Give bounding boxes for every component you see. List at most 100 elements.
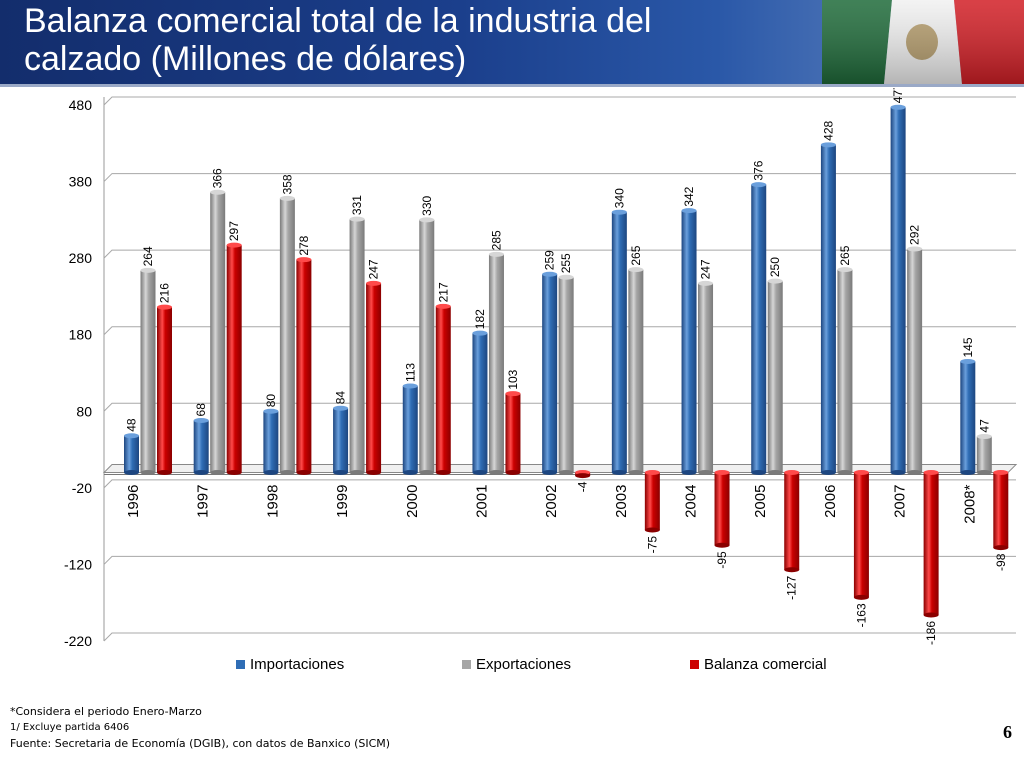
- data-label-balanza: 247: [367, 259, 381, 279]
- bar-base-exportaciones: [907, 470, 923, 476]
- bar-cap-balanza: [853, 470, 869, 476]
- bar-cap-exportaciones: [698, 280, 714, 286]
- data-label-importaciones: 113: [403, 363, 417, 382]
- gridline: [103, 632, 1016, 642]
- legend-importaciones: Importaciones: [236, 656, 344, 673]
- bar-base-importaciones: [542, 470, 558, 476]
- bar-importaciones: [751, 184, 767, 473]
- data-label-importaciones: 48: [125, 418, 139, 432]
- data-label-importaciones: 340: [612, 188, 626, 208]
- bar-exportaciones: [628, 269, 644, 473]
- bar-base-balanza: [435, 470, 451, 476]
- bar-base-exportaciones: [698, 470, 714, 476]
- gridline: [103, 96, 1016, 106]
- bar-exportaciones: [837, 269, 853, 473]
- bar-base-balanza: [714, 542, 730, 548]
- bar-base-exportaciones: [349, 470, 365, 476]
- footnotes: *Considera el periodo Enero-Marzo 1/ Exc…: [10, 704, 390, 752]
- bar-cap-balanza: [226, 242, 242, 248]
- bar-base-balanza: [366, 470, 382, 476]
- data-label-importaciones: 259: [543, 250, 557, 270]
- bar-base-importaciones: [263, 470, 279, 476]
- bar-cap-balanza: [366, 280, 382, 286]
- bar-importaciones: [611, 212, 627, 473]
- bar-cap-exportaciones: [488, 251, 504, 257]
- category-label: 1997: [195, 485, 212, 518]
- bar-cap-balanza: [296, 257, 312, 263]
- slide-header: Balanza comercial total de la industria …: [0, 0, 1024, 84]
- bar-cap-exportaciones: [837, 267, 853, 273]
- y-tick-label: 480: [69, 97, 93, 113]
- bar-base-importaciones: [751, 470, 767, 476]
- slide-title-line1: Balanza comercial total de la industria …: [24, 2, 652, 40]
- bar-cap-exportaciones: [210, 189, 226, 195]
- bar-cap-importaciones: [681, 208, 697, 214]
- category-label: 2007: [892, 485, 909, 518]
- bar-balanza: [853, 472, 869, 598]
- y-tick-label: -120: [64, 556, 92, 572]
- bar-balanza: [714, 472, 730, 546]
- bar-balanza: [435, 306, 451, 473]
- mexico-flag-image: [822, 0, 1024, 84]
- bar-importaciones: [263, 411, 279, 473]
- data-label-balanza: 216: [158, 283, 172, 303]
- data-label-balanza: -75: [645, 536, 659, 554]
- bar-base-balanza: [923, 612, 939, 618]
- data-label-exportaciones: 265: [629, 245, 643, 265]
- bar-importaciones: [402, 386, 418, 473]
- data-label-exportaciones: 255: [559, 253, 573, 273]
- data-label-exportaciones: 292: [908, 225, 922, 245]
- bar-importaciones: [472, 333, 488, 473]
- data-label-balanza: -4: [576, 481, 590, 492]
- header-divider: [0, 84, 1024, 87]
- bar-cap-exportaciones: [976, 434, 992, 440]
- slide-title-line2: calzado (Millones de dólares): [24, 40, 467, 78]
- bar-cap-balanza: [505, 391, 521, 397]
- bar-importaciones: [681, 210, 697, 473]
- bar-balanza: [296, 259, 312, 473]
- bar-base-exportaciones: [140, 470, 156, 476]
- bar-base-importaciones: [960, 470, 976, 476]
- category-label: 2006: [822, 485, 839, 518]
- bar-importaciones: [820, 144, 836, 473]
- legend-balanza-swatch: [690, 660, 699, 669]
- bar-exportaciones: [419, 219, 435, 473]
- category-label: 2008*: [961, 484, 978, 523]
- data-label-exportaciones: 47: [977, 419, 991, 433]
- bar-importaciones: [542, 274, 558, 473]
- bar-cap-exportaciones: [907, 246, 923, 252]
- bar-base-exportaciones: [279, 470, 295, 476]
- legend-exportaciones-label: Exportaciones: [476, 656, 572, 673]
- data-label-exportaciones: 247: [699, 259, 713, 279]
- bar-cap-balanza: [644, 470, 660, 476]
- bar-cap-importaciones: [820, 142, 836, 148]
- bar-balanza: [226, 245, 242, 473]
- data-label-balanza: -127: [785, 575, 799, 599]
- bar-importaciones: [890, 107, 906, 473]
- bar-balanza: [157, 307, 172, 473]
- bar-base-balanza: [993, 545, 1009, 551]
- footnote-source: Fuente: Secretaria de Economía (DGIB), c…: [10, 737, 391, 750]
- footnote-period: *Considera el periodo Enero-Marzo: [10, 705, 202, 718]
- data-label-exportaciones: 358: [280, 174, 294, 194]
- bar-cap-exportaciones: [140, 267, 156, 273]
- bar-exportaciones: [488, 254, 504, 473]
- legend-exportaciones-swatch: [462, 660, 471, 669]
- legend-exportaciones: Exportaciones: [462, 656, 571, 673]
- category-label: 2001: [473, 485, 490, 518]
- bar-cap-balanza: [784, 470, 800, 476]
- data-label-balanza: -163: [854, 603, 868, 627]
- bar-cap-importaciones: [402, 383, 418, 389]
- bar-cap-balanza: [923, 470, 939, 476]
- bar-exportaciones: [279, 198, 295, 473]
- y-tick-label: 280: [69, 250, 93, 266]
- data-label-importaciones: 68: [194, 403, 208, 417]
- data-label-balanza: -186: [924, 621, 938, 645]
- legend-importaciones-swatch: [236, 660, 245, 669]
- bar-exportaciones: [349, 219, 365, 473]
- chart-legend: Importaciones Exportaciones Balanza come…: [0, 656, 1024, 676]
- category-label: 1996: [125, 485, 142, 518]
- bar-importaciones: [960, 361, 976, 473]
- category-label: 2000: [404, 485, 421, 518]
- category-label: 2004: [683, 485, 700, 518]
